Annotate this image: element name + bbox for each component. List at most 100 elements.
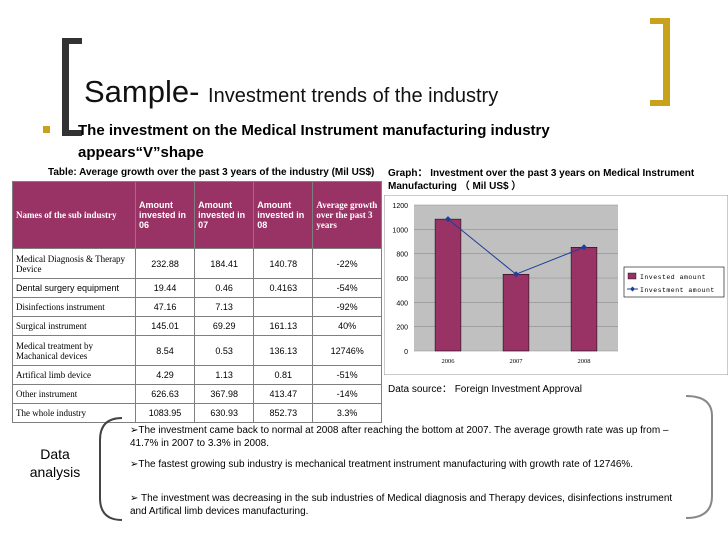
table-cell: 40% (312, 316, 382, 336)
graph-caption: Graph： Investment over the past 3 years … (388, 168, 695, 192)
table-row: The whole industry 1083.95 630.93 852.73… (12, 403, 382, 423)
analysis-item: ➢The investment came back to normal at 2… (130, 424, 675, 450)
y-tick-label: 1000 (392, 227, 408, 234)
table-row: Surgical instrument 145.01 69.29 161.13 … (12, 316, 382, 336)
slide-title: Sample- Investment trends of the industr… (84, 74, 498, 110)
y-tick-label: 800 (396, 252, 408, 259)
table-cell: 413.47 (253, 384, 314, 404)
arrow-bullet-icon: ➢ (130, 425, 139, 436)
line-point (581, 244, 587, 251)
table-cell: 1083.95 (134, 403, 196, 423)
left-bracket-top (62, 38, 82, 44)
analysis-brace-right (685, 395, 713, 519)
table-cell: -51% (312, 365, 382, 385)
legend-label: Investment amount (640, 287, 715, 294)
bar (502, 273, 530, 352)
table-cell: 4.29 (134, 365, 196, 385)
table-cell: Other instrument (12, 384, 136, 404)
table-row: Disinfections instrument 47.16 7.13 -92% (12, 297, 382, 317)
analysis-item: ➢The fastest growing sub industry is mec… (130, 458, 675, 471)
left-bracket-decoration (62, 38, 69, 136)
column-header: Names of the sub industry (12, 181, 136, 249)
table-row: Other instrument 626.63 367.98 413.47 -1… (12, 384, 382, 404)
table-cell: 232.88 (134, 248, 196, 279)
table-cell: Medical Diagnosis & Therapy Device (12, 248, 136, 279)
y-axis: 0 200 400 600 800 1000 1200 (392, 203, 408, 356)
right-bracket-decoration (663, 18, 670, 106)
table-cell: 630.93 (194, 403, 255, 423)
table-cell: 161.13 (253, 316, 314, 336)
table-cell: 626.63 (134, 384, 196, 404)
table-header-row: Names of the sub industry Amount investe… (12, 181, 382, 249)
table-cell: 0.46 (194, 278, 255, 298)
left-bracket-bottom (62, 130, 82, 136)
table-cell: Artifical limb device (12, 365, 136, 385)
table-cell: 8.54 (134, 335, 196, 366)
table-cell: Dental surgery equipment (12, 278, 136, 298)
bullet-text: The investment on the Medical Instrument… (78, 122, 550, 161)
legend-swatch-bar (627, 272, 637, 280)
table-cell: 7.13 (194, 297, 255, 317)
bar (434, 218, 462, 352)
table-cell: 367.98 (194, 384, 255, 404)
y-tick-label: 1200 (392, 203, 408, 210)
table-cell: 0.81 (253, 365, 314, 385)
analysis-item-text: The fastest growing sub industry is mech… (138, 459, 634, 470)
table-cell: 47.16 (134, 297, 196, 317)
table-cell: Medical treatment by Machanical devices (12, 335, 136, 366)
table-cell: The whole industry (12, 403, 136, 423)
right-bracket-bottom (650, 100, 670, 106)
analysis-label: Data analysis (29, 446, 81, 480)
table-cell: 852.73 (253, 403, 314, 423)
table-cell: 136.13 (253, 335, 314, 366)
x-axis: 2006 2007 2008 (442, 358, 591, 365)
legend-box (623, 266, 725, 298)
slide-title-main: Sample- (84, 74, 209, 109)
table-cell: 184.41 (194, 248, 255, 279)
analysis-item-text: The investment came back to normal at 20… (130, 425, 669, 449)
table-cell: 0.4163 (253, 278, 314, 298)
table-cell: 1.13 (194, 365, 255, 385)
table-cell: 19.44 (134, 278, 196, 298)
y-tick-label: 600 (396, 276, 408, 283)
table-cell: -14% (312, 384, 382, 404)
y-tick-label: 200 (396, 325, 408, 332)
data-source: Data source： Foreign Investment Approval (388, 384, 582, 395)
right-bracket-top (650, 18, 670, 24)
bullet-icon (43, 126, 50, 133)
table-row: Dental surgery equipment 19.44 0.46 0.41… (12, 278, 382, 298)
table-cell: Disinfections instrument (12, 297, 136, 317)
analysis-brace-left (99, 417, 123, 521)
column-header: Amount invested in 06 (134, 181, 196, 249)
column-header: Average growth over the past 3 years (312, 181, 382, 249)
table-cell: -92% (312, 297, 382, 317)
arrow-bullet-icon: ➢ (130, 459, 139, 470)
y-tick-label: 400 (396, 300, 408, 307)
investment-chart: 0 200 400 600 800 1000 1200 2006 2007 2008 Inves… (384, 195, 728, 375)
legend-label: Invested amount (640, 274, 706, 281)
table-caption: Table: Average growth over the past 3 ye… (48, 167, 375, 178)
table-cell: 3.3% (312, 403, 382, 423)
table-cell: 140.78 (253, 248, 314, 279)
analysis-item-text: The investment was decreasing in the sub… (130, 493, 673, 517)
line-series (445, 216, 587, 278)
y-tick-label: 0 (404, 349, 408, 356)
table-row: Medical Diagnosis & Therapy Device 232.8… (12, 248, 382, 279)
bar-series (434, 218, 598, 352)
analysis-item: ➢ The investment was decreasing in the s… (130, 492, 675, 518)
arrow-bullet-icon: ➢ (130, 493, 139, 504)
slide-title-sub: Investment trends of the industry (208, 85, 499, 107)
table-cell (253, 297, 314, 317)
x-tick-label: 2007 (510, 358, 524, 365)
line-point (445, 216, 451, 223)
investment-table: Names of the sub industry Amount investe… (12, 181, 382, 423)
table-cell: Surgical instrument (12, 316, 136, 336)
line-point (513, 271, 519, 278)
table-row: Artifical limb device 4.29 1.13 0.81 -51… (12, 365, 382, 385)
table-cell: 69.29 (194, 316, 255, 336)
x-tick-label: 2008 (578, 358, 591, 365)
chart-legend: Invested amount Investment amount (623, 266, 725, 298)
table-cell: 0.53 (194, 335, 255, 366)
table-cell: -54% (312, 278, 382, 298)
legend-swatch-marker (630, 286, 635, 292)
